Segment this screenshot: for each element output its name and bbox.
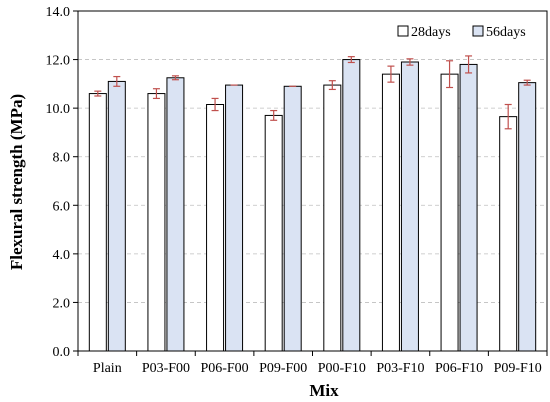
legend-swatch-56days	[472, 25, 484, 37]
bar-56days	[518, 82, 537, 352]
bar-56days	[400, 61, 419, 352]
bar-28days	[147, 93, 166, 352]
bar-28days	[206, 104, 225, 352]
bar-28days	[381, 73, 400, 352]
bar-56days	[283, 85, 302, 352]
legend: 28days 56days	[397, 25, 526, 40]
x-axis-title: Mix	[309, 381, 339, 400]
legend-label-28days: 28days	[411, 25, 451, 40]
bar-28days	[88, 93, 107, 352]
bar-56days	[166, 77, 185, 352]
error-bar-group	[94, 55, 531, 130]
bar-28days	[264, 114, 283, 352]
bar-28days	[440, 73, 459, 352]
y-tick-label: 10.0	[46, 102, 71, 117]
x-tick-label: P03-F10	[376, 361, 424, 376]
x-tick-label: P09-F00	[259, 361, 307, 376]
bar-56days	[225, 84, 244, 352]
x-tick-label: P09-F10	[494, 361, 542, 376]
legend-swatch-28days	[397, 25, 409, 37]
y-tick-label: 8.0	[53, 151, 71, 166]
y-tick-label: 12.0	[46, 54, 71, 69]
y-tick-label: 6.0	[53, 199, 71, 214]
x-tick-label: Plain	[93, 361, 122, 376]
y-tick-label: 14.0	[46, 5, 71, 20]
bar-28days	[499, 116, 518, 352]
y-tick-label: 0.0	[53, 345, 71, 360]
bar-56days	[459, 63, 478, 352]
legend-label-56days: 56days	[486, 25, 526, 40]
bar-56days	[342, 59, 361, 352]
x-tick-label: P06-F00	[200, 361, 248, 376]
x-tick-label: P03-F00	[142, 361, 190, 376]
axes	[73, 10, 548, 356]
y-tick-label: 4.0	[53, 248, 71, 263]
x-tick-label: P06-F10	[435, 361, 483, 376]
y-axis-title: Flexural strength (MPa)	[7, 94, 26, 270]
y-tick-labels: 0.0 2.0 4.0 6.0 8.0 10.0 12.0 14.0	[46, 5, 71, 360]
bar-group	[88, 59, 537, 352]
y-tick-label: 2.0	[53, 296, 71, 311]
bar-28days	[323, 84, 342, 352]
bar-56days	[107, 80, 126, 352]
x-tick-labels: Plain P03-F00 P06-F00 P09-F00 P00-F10 P03-F10…	[93, 361, 542, 376]
x-tick-label: P00-F10	[318, 361, 366, 376]
